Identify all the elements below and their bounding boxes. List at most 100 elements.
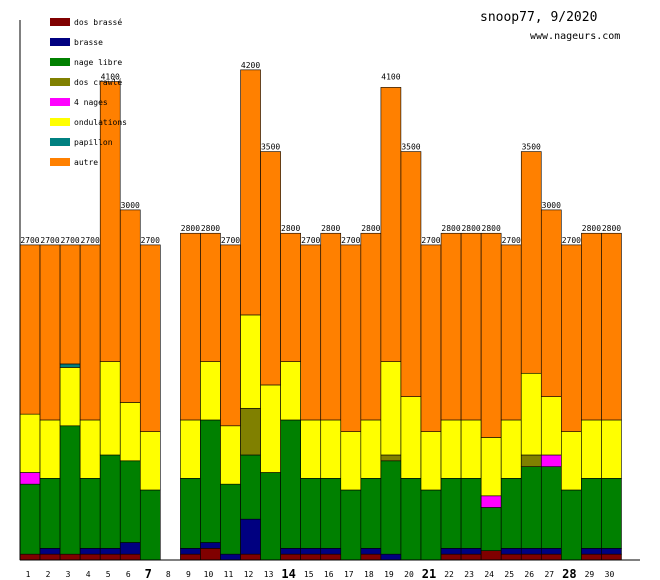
- bar-segment: [300, 548, 322, 555]
- bar-total-label: 2800: [482, 224, 501, 233]
- bar-segment: [400, 396, 422, 479]
- bar-segment: [99, 553, 121, 561]
- legend-label: dos crawlé: [74, 77, 122, 87]
- site-url[interactable]: www.nageurs.com: [530, 31, 621, 42]
- bar-segment: [601, 419, 622, 479]
- bar-segment: [581, 553, 602, 561]
- legend-swatch: [50, 78, 70, 86]
- bar-segment: [240, 454, 261, 520]
- x-tick-label: 28: [562, 567, 576, 580]
- bar-segment: [581, 478, 602, 549]
- x-tick-label: 19: [384, 570, 394, 579]
- bar-segment: [540, 553, 562, 561]
- bar-segment: [280, 361, 301, 421]
- bar-segment: [360, 553, 382, 561]
- bar-segment: [320, 232, 342, 421]
- bar-segment: [540, 454, 562, 467]
- bar-segment: [300, 553, 322, 561]
- bar-segment: [300, 478, 322, 549]
- bar-segment: [360, 232, 382, 421]
- x-tick-label: 20: [404, 570, 414, 579]
- bar-segment: [360, 548, 382, 555]
- bar-segment: [601, 548, 622, 555]
- bar-total-label: 4200: [241, 61, 260, 70]
- x-tick-label: 25: [504, 570, 514, 579]
- legend-label: autre: [74, 158, 98, 167]
- legend-label: 4 nages: [74, 98, 108, 107]
- x-tick-label: 8: [166, 570, 171, 579]
- bar-segment: [260, 384, 281, 473]
- bar-segment: [59, 553, 81, 561]
- bar-segment: [380, 454, 402, 462]
- x-tick-label: 7: [145, 567, 152, 580]
- bar-total-label: 2700: [20, 236, 39, 245]
- bar-segment: [99, 548, 121, 555]
- bar-segment: [320, 478, 342, 549]
- bar-segment: [220, 425, 241, 485]
- x-tick-label: 6: [126, 570, 131, 579]
- x-tick-label: 11: [224, 570, 234, 579]
- x-tick-label: 15: [304, 570, 314, 579]
- bar-segment: [360, 478, 382, 549]
- bar-total-label: 4100: [101, 73, 120, 82]
- legend-label: nage libre: [74, 58, 122, 67]
- x-tick-label: 14: [281, 567, 295, 580]
- bar-total-label: 3500: [261, 143, 280, 152]
- bar-segment: [440, 548, 462, 555]
- x-tick-label: 1: [26, 570, 31, 579]
- bar-segment: [119, 460, 141, 543]
- bar-segment: [380, 553, 402, 561]
- bar-segment: [119, 553, 141, 561]
- bar-segment: [320, 419, 342, 479]
- bar-segment: [79, 244, 101, 421]
- bar-segment: [59, 363, 81, 368]
- x-tick-label: 5: [106, 570, 111, 579]
- x-tick-label: 18: [364, 570, 374, 579]
- x-tick-label: 22: [444, 570, 454, 579]
- bar-segment: [180, 419, 201, 479]
- axes-layer: 1 2 3 4 5 6 7 8 9 10 11 12 13 14 15 16 17 18 19 20 21 22 23 24 2…: [19, 20, 640, 580]
- bar-segment: [480, 437, 502, 497]
- bar-segment: [581, 232, 602, 421]
- x-tick-label: 13: [264, 570, 274, 579]
- bar-segment: [500, 553, 522, 561]
- legend-label: papillon: [74, 138, 113, 147]
- bar-segment: [500, 478, 522, 549]
- bar-total-label: 2800: [201, 224, 220, 233]
- bar-segment: [39, 553, 61, 561]
- bar-segment: [520, 466, 542, 549]
- bar-segment: [280, 548, 301, 555]
- bar-segment: [601, 232, 622, 421]
- bar-segment: [79, 548, 101, 555]
- x-tick-label: 30: [605, 570, 615, 579]
- bar-segment: [540, 396, 562, 456]
- bar-segment: [140, 244, 161, 432]
- bar-total-label: 2700: [141, 236, 160, 245]
- x-tick-label: 16: [324, 570, 334, 579]
- legend-swatch: [50, 158, 70, 166]
- bar-segment: [19, 244, 41, 415]
- x-tick-label: 10: [204, 570, 214, 579]
- legend-label: dos brassé: [74, 17, 122, 27]
- x-tick-label: 23: [464, 570, 474, 579]
- bar-segment: [220, 483, 241, 555]
- x-tick-label: 27: [544, 570, 554, 579]
- x-tick-label: 26: [524, 570, 534, 579]
- bar-segment: [140, 431, 161, 491]
- bar-segment: [480, 232, 502, 438]
- bar-total-label: 3000: [542, 201, 561, 210]
- bar-total-label: 2800: [582, 224, 601, 233]
- bar-segment: [380, 87, 402, 362]
- bar-segment: [561, 244, 582, 432]
- bar-total-label: 3500: [522, 143, 541, 152]
- bar-segment: [39, 478, 61, 549]
- bar-segment: [460, 553, 482, 561]
- x-tick-label: 2: [46, 570, 51, 579]
- bar-segment: [59, 367, 81, 427]
- bar-segment: [561, 431, 582, 491]
- bar-segment: [540, 548, 562, 555]
- legend-swatch: [50, 138, 70, 146]
- bar-segment: [79, 553, 101, 561]
- bar-segment: [180, 548, 201, 555]
